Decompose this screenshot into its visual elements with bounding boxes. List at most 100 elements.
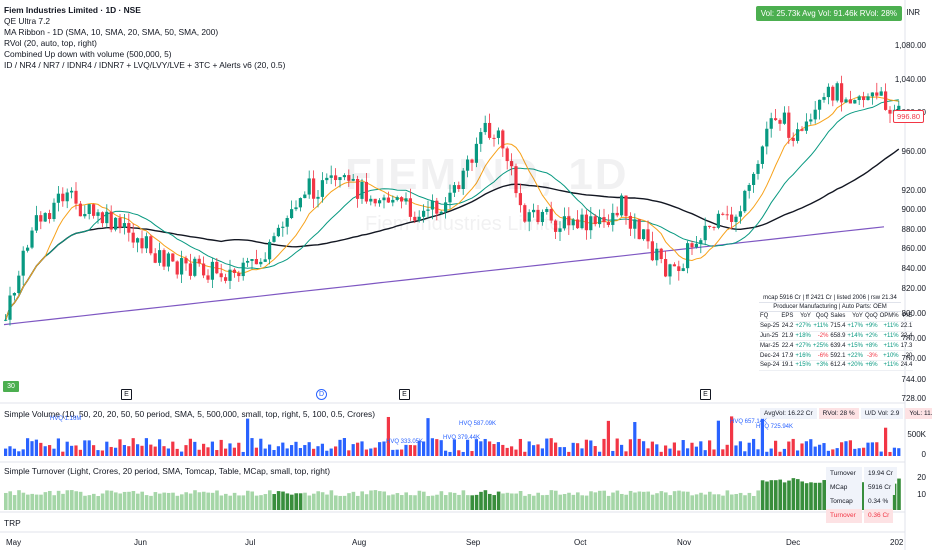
moving-average-line	[5, 96, 899, 320]
indicator-nr-alerts[interactable]: ID / NR4 / NR7 / IDNR4 / IDNR7 + LVQ/LVY…	[4, 60, 286, 70]
turnover-bar	[52, 495, 56, 510]
volume-bar	[70, 445, 74, 456]
turnover-bar	[589, 491, 593, 510]
volume-bar	[514, 449, 518, 456]
month-jun: Jun	[134, 538, 147, 547]
earnings-marker-nov[interactable]: E	[700, 389, 711, 400]
volume-axis-0: 0	[921, 450, 926, 459]
volume-bar	[554, 442, 558, 456]
turnover-label: Turnover	[826, 467, 862, 481]
volume-bar	[699, 441, 703, 456]
col-sales: Sales	[830, 313, 846, 320]
candle-body	[584, 214, 588, 231]
volume-bar	[259, 438, 263, 456]
earnings-badge[interactable]: 30	[3, 381, 19, 392]
volume-bar	[892, 447, 896, 456]
volume-bar	[290, 445, 294, 456]
volume-bar	[760, 417, 764, 456]
volume-bar	[488, 441, 492, 456]
fundamentals-cell: +9%	[865, 323, 878, 330]
ud-vol-cell: U/D Vol: 2.9	[860, 408, 904, 419]
candle-body	[188, 263, 192, 276]
turnover-bar	[738, 492, 743, 510]
candle-body	[171, 253, 175, 262]
candle-body	[21, 250, 25, 276]
turnover-bar	[360, 491, 364, 510]
volume-bar	[822, 443, 826, 456]
candle-body	[272, 236, 276, 242]
candle-body	[74, 190, 78, 204]
candle-body	[562, 216, 566, 229]
volume-bar	[303, 445, 307, 456]
chart-title[interactable]: Fiem Industries Limited · 1D · NSE	[4, 5, 141, 15]
candle-body	[694, 243, 698, 248]
earnings-marker-aug[interactable]: E	[399, 389, 410, 400]
turnover-bar	[664, 492, 668, 510]
indicator-ma-ribbon[interactable]: MA Ribbon - 1D (SMA, 10, SMA, 20, SMA, 5…	[4, 27, 219, 37]
candle-body	[78, 203, 82, 217]
trp-pane-title[interactable]: TRP	[4, 518, 21, 528]
candle-body	[144, 236, 148, 249]
turnover-bar	[703, 494, 708, 510]
volume-bar	[276, 446, 280, 456]
hvq-label-5: HVQ 657.14K	[730, 419, 768, 425]
volume-bar	[219, 439, 223, 456]
fundamentals-cell: +2%	[865, 332, 878, 339]
turnover-pane-title[interactable]: Simple Turnover (Light, Crores, 20 perio…	[4, 466, 330, 476]
candle-body	[39, 215, 43, 222]
fundamentals-cell: +16%	[795, 352, 811, 359]
candle-body	[61, 193, 65, 202]
volume-bar	[342, 438, 346, 456]
volume-bar	[378, 442, 382, 456]
candle-body	[320, 180, 324, 197]
candle-body	[347, 175, 351, 181]
volume-bar	[17, 451, 21, 456]
turnover-bar	[197, 492, 202, 510]
candle-body	[232, 269, 236, 273]
indicator-qe-ultra[interactable]: QE Ultra 7.2	[4, 16, 51, 26]
earnings-marker-jun[interactable]: E	[121, 389, 132, 400]
fundamentals-cell: 19.1	[781, 362, 794, 369]
turnover-bar	[122, 491, 127, 510]
fundamentals-sector: Producer Manufacturing | Auto Parts: OEM	[759, 303, 901, 312]
candle-body	[589, 216, 593, 231]
turnover-bar	[677, 490, 681, 510]
fundamentals-cell: +11%	[883, 362, 899, 369]
fundamentals-cell: 17.9	[781, 352, 794, 359]
volume-bar	[536, 444, 540, 456]
turnover-bar	[422, 491, 426, 510]
candle-body	[835, 83, 839, 101]
currency-label[interactable]: INR	[906, 8, 920, 17]
volume-bar	[558, 447, 562, 456]
candle-body	[4, 319, 8, 321]
candle-body	[422, 210, 426, 217]
volume-bar	[844, 441, 848, 456]
fundamentals-cell: +8%	[865, 342, 878, 349]
indicator-updown-volume[interactable]: Combined Up down with volume (500,000, 5…	[4, 49, 172, 59]
dividend-marker[interactable]: D	[316, 389, 327, 400]
volume-bar	[184, 445, 188, 456]
hvq-label-4: HVQ 587.09K	[459, 421, 497, 427]
turnover-bar	[444, 495, 448, 510]
fundamentals-row: Sep-25 24.2 +27% +11% 715.4 +17% +9% +11% 22.1	[759, 321, 914, 332]
candle-body	[782, 112, 786, 124]
volume-bar	[690, 442, 694, 456]
turnover-bar	[312, 493, 316, 510]
volume-bar	[694, 446, 698, 456]
candle-body	[664, 259, 668, 277]
volume-bar	[395, 449, 399, 456]
turnover-bar	[615, 490, 620, 510]
volume-bar	[527, 441, 531, 456]
fundamentals-cell: -6%	[817, 352, 829, 359]
volume-bar	[298, 448, 302, 456]
turnover-bar	[43, 492, 48, 510]
volume-pane-title[interactable]: Simple Volume (10, 50, 20, 20, 50, 50 pe…	[4, 409, 376, 419]
volume-bar	[738, 441, 742, 456]
fundamentals-cell: 21.9	[781, 332, 794, 339]
turnover-bar	[74, 491, 78, 510]
price-axis-label: 800.00	[901, 309, 926, 318]
turnover-bar	[386, 495, 391, 510]
volume-bar	[857, 448, 861, 456]
indicator-rvol[interactable]: RVol (20, auto, top, right)	[4, 38, 97, 48]
